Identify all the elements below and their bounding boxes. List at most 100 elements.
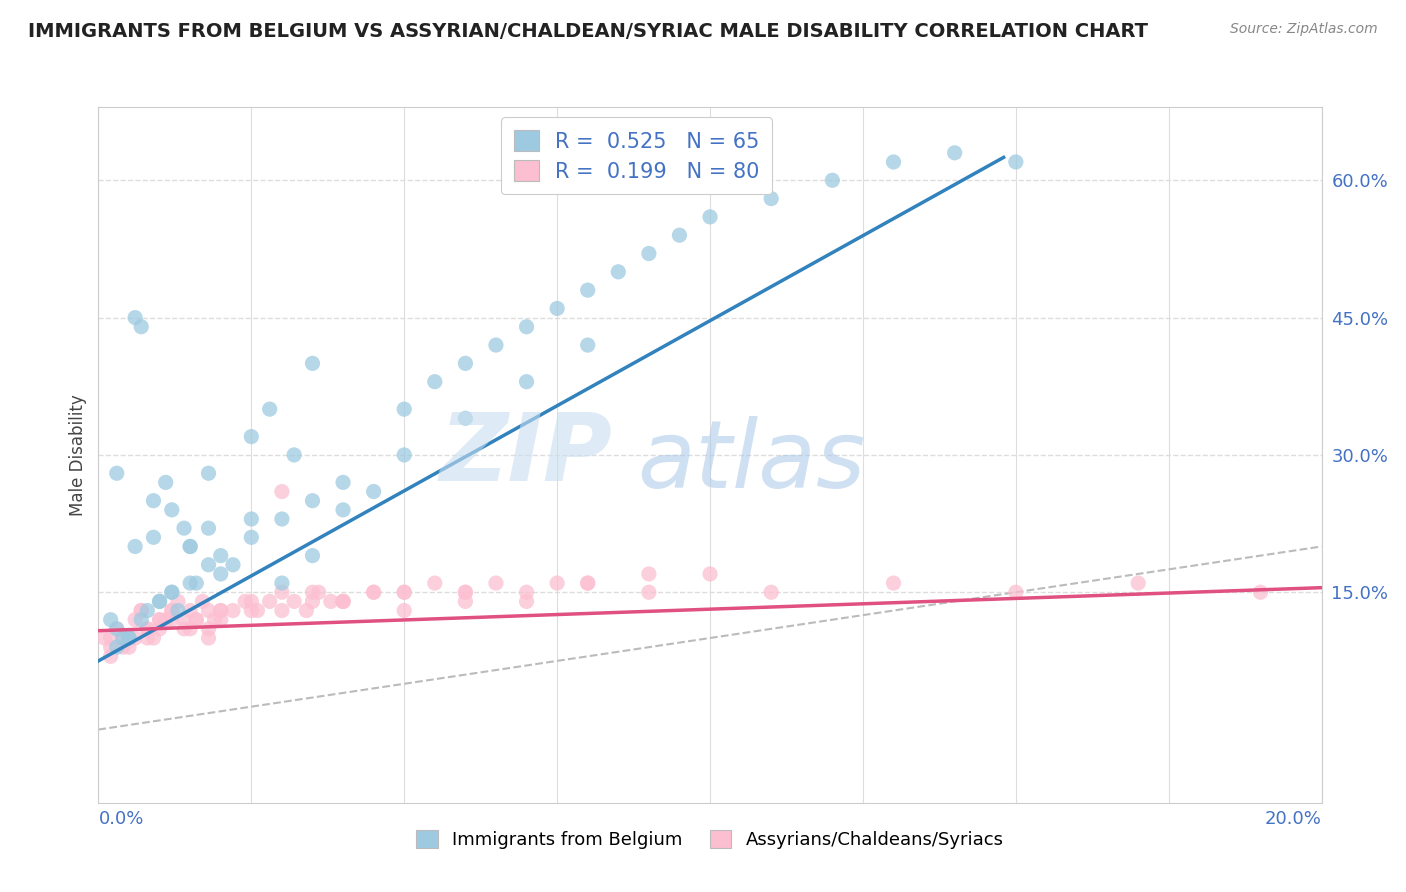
Point — [197, 603, 219, 617]
Point — [485, 338, 508, 352]
Point — [129, 603, 152, 617]
Point — [1249, 585, 1271, 599]
Point — [301, 585, 323, 599]
Point — [308, 585, 330, 599]
Point — [883, 155, 905, 169]
Point — [222, 603, 245, 617]
Point — [209, 549, 232, 563]
Point — [160, 585, 183, 599]
Point — [124, 631, 146, 645]
Point — [332, 594, 354, 608]
Point — [124, 310, 146, 325]
Point — [160, 603, 183, 617]
Point — [129, 613, 152, 627]
Point — [179, 540, 201, 554]
Point — [270, 585, 292, 599]
Point — [759, 192, 782, 206]
Point — [167, 603, 190, 617]
Point — [576, 576, 599, 591]
Point — [179, 622, 201, 636]
Point — [454, 356, 477, 370]
Point — [319, 594, 342, 608]
Point — [1004, 155, 1026, 169]
Point — [136, 622, 159, 636]
Point — [100, 631, 122, 645]
Point — [668, 228, 690, 243]
Point — [363, 585, 385, 599]
Point — [270, 512, 292, 526]
Point — [155, 613, 177, 627]
Point — [637, 566, 661, 581]
Point — [516, 375, 538, 389]
Point — [142, 493, 165, 508]
Point — [149, 613, 172, 627]
Point — [142, 631, 165, 645]
Point — [209, 566, 232, 581]
Point — [332, 594, 354, 608]
Point — [111, 640, 134, 655]
Text: IMMIGRANTS FROM BELGIUM VS ASSYRIAN/CHALDEAN/SYRIAC MALE DISABILITY CORRELATION : IMMIGRANTS FROM BELGIUM VS ASSYRIAN/CHAL… — [28, 22, 1149, 41]
Point — [209, 603, 232, 617]
Point — [149, 594, 172, 608]
Text: 0.0%: 0.0% — [98, 810, 143, 828]
Point — [454, 585, 477, 599]
Point — [246, 603, 269, 617]
Point — [546, 301, 568, 316]
Point — [454, 585, 477, 599]
Point — [516, 319, 538, 334]
Point — [546, 576, 568, 591]
Point — [100, 649, 122, 664]
Point — [607, 265, 630, 279]
Text: ZIP: ZIP — [439, 409, 612, 501]
Point — [240, 530, 263, 544]
Point — [392, 603, 416, 617]
Point — [240, 429, 263, 443]
Point — [516, 585, 538, 599]
Point — [197, 631, 219, 645]
Point — [149, 613, 172, 627]
Point — [301, 549, 323, 563]
Point — [118, 631, 141, 645]
Point — [759, 585, 782, 599]
Point — [197, 558, 219, 572]
Point — [160, 585, 183, 599]
Point — [129, 603, 152, 617]
Point — [363, 585, 385, 599]
Point — [240, 594, 263, 608]
Point — [160, 603, 183, 617]
Point — [454, 411, 477, 425]
Point — [332, 594, 354, 608]
Point — [100, 613, 122, 627]
Point — [93, 631, 115, 645]
Point — [576, 283, 599, 297]
Point — [197, 622, 219, 636]
Point — [186, 613, 208, 627]
Point — [160, 503, 183, 517]
Point — [699, 566, 721, 581]
Point — [392, 585, 416, 599]
Point — [149, 594, 172, 608]
Point — [222, 558, 245, 572]
Point — [516, 594, 538, 608]
Point — [363, 484, 385, 499]
Point — [392, 402, 416, 417]
Point — [173, 613, 195, 627]
Point — [332, 475, 354, 490]
Y-axis label: Male Disability: Male Disability — [69, 394, 87, 516]
Point — [105, 640, 128, 655]
Point — [105, 467, 128, 481]
Point — [392, 585, 416, 599]
Point — [136, 622, 159, 636]
Point — [155, 475, 177, 490]
Point — [173, 622, 195, 636]
Point — [167, 594, 190, 608]
Point — [883, 576, 905, 591]
Point — [485, 576, 508, 591]
Text: Source: ZipAtlas.com: Source: ZipAtlas.com — [1230, 22, 1378, 37]
Point — [1004, 585, 1026, 599]
Point — [240, 603, 263, 617]
Point — [332, 503, 354, 517]
Point — [423, 375, 446, 389]
Point — [423, 576, 446, 591]
Text: atlas: atlas — [637, 417, 865, 508]
